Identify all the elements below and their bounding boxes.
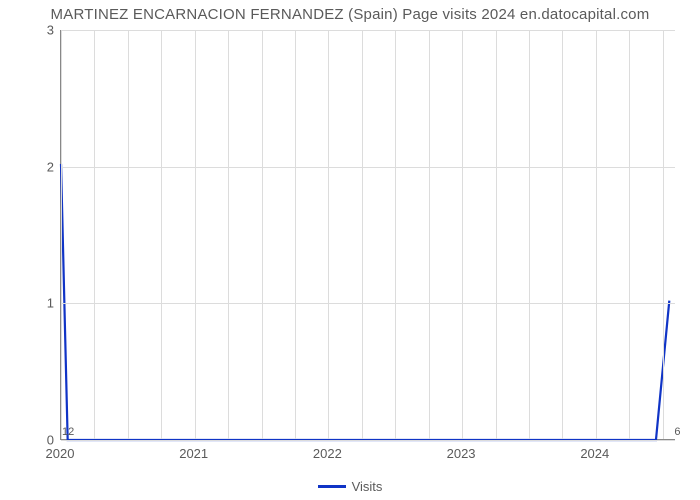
first-point-label: 12	[62, 426, 74, 438]
legend-swatch	[318, 485, 346, 488]
grid-vertical-minor	[262, 30, 263, 439]
grid-vertical-major	[328, 30, 329, 439]
grid-horizontal	[61, 303, 675, 304]
grid-vertical-minor	[128, 30, 129, 439]
y-tick-label: 2	[14, 159, 54, 174]
grid-horizontal	[61, 167, 675, 168]
grid-horizontal	[61, 440, 675, 441]
line-series-layer	[61, 30, 676, 440]
grid-vertical-minor	[496, 30, 497, 439]
grid-vertical-minor	[161, 30, 162, 439]
series-line-visits	[61, 164, 669, 440]
grid-vertical-minor	[663, 30, 664, 439]
last-point-label: 6	[674, 426, 680, 438]
grid-vertical-minor	[529, 30, 530, 439]
chart-container: MARTINEZ ENCARNACION FERNANDEZ (Spain) P…	[0, 0, 700, 500]
grid-vertical-minor	[362, 30, 363, 439]
legend-label: Visits	[352, 479, 383, 494]
grid-horizontal	[61, 30, 675, 31]
legend: Visits	[0, 478, 700, 494]
grid-vertical-minor	[395, 30, 396, 439]
grid-vertical-major	[195, 30, 196, 439]
grid-vertical-minor	[629, 30, 630, 439]
grid-vertical-major	[596, 30, 597, 439]
grid-vertical-minor	[429, 30, 430, 439]
x-tick-label: 2020	[46, 446, 75, 461]
x-tick-label: 2023	[447, 446, 476, 461]
grid-vertical-minor	[295, 30, 296, 439]
x-tick-label: 2022	[313, 446, 342, 461]
grid-vertical-minor	[94, 30, 95, 439]
grid-vertical-minor	[228, 30, 229, 439]
grid-vertical-major	[61, 30, 62, 439]
y-tick-label: 1	[14, 296, 54, 311]
grid-vertical-minor	[562, 30, 563, 439]
grid-vertical-major	[462, 30, 463, 439]
chart-title: MARTINEZ ENCARNACION FERNANDEZ (Spain) P…	[0, 6, 700, 23]
y-tick-label: 3	[14, 23, 54, 38]
plot-area	[60, 30, 675, 440]
x-tick-label: 2024	[580, 446, 609, 461]
x-tick-label: 2021	[179, 446, 208, 461]
